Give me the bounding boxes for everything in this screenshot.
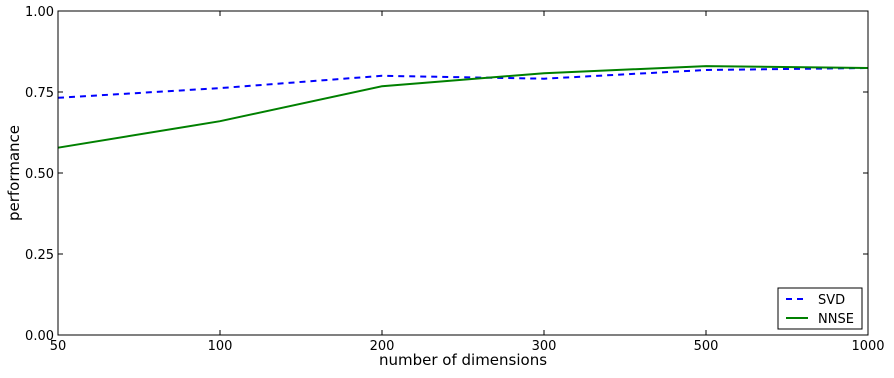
legend-label-nnse: NNSE [818, 312, 854, 327]
y-tick-label: 1.00 [25, 5, 54, 20]
series-line-nnse [58, 66, 868, 148]
plot-frame [58, 11, 868, 335]
x-tick-label: 100 [208, 339, 233, 354]
legend-label-svd: SVD [818, 293, 845, 308]
legend: SVD NNSE [778, 288, 862, 329]
y-tick-label: 0.25 [25, 248, 54, 263]
x-tick-label: 1000 [851, 339, 884, 354]
x-axis-title: number of dimensions [379, 351, 547, 369]
plot-area [58, 66, 868, 148]
y-tick-label: 0.00 [25, 329, 54, 344]
y-tick-label: 0.50 [25, 167, 54, 182]
series-line-svd [58, 68, 868, 98]
x-tick-label: 500 [694, 339, 719, 354]
y-axis-title: performance [5, 125, 23, 221]
y-tick-label: 0.75 [25, 86, 54, 101]
